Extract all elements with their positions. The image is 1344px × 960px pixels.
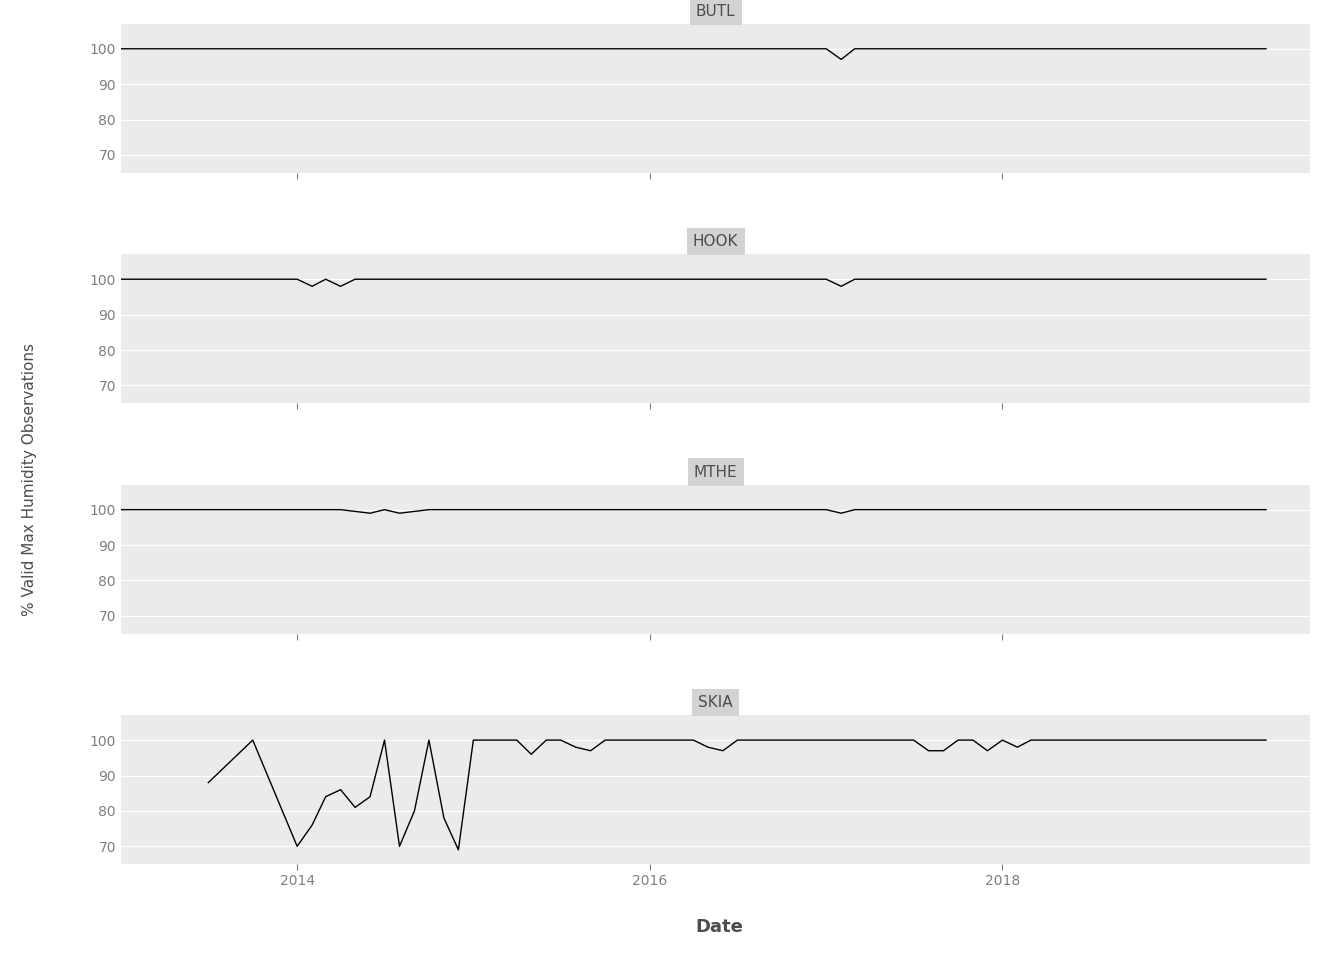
Title: MTHE: MTHE <box>694 465 738 480</box>
Text: Date: Date <box>695 918 743 936</box>
Text: % Valid Max Humidity Observations: % Valid Max Humidity Observations <box>22 344 38 616</box>
Title: BUTL: BUTL <box>696 4 735 18</box>
Title: SKIA: SKIA <box>699 695 732 710</box>
Title: HOOK: HOOK <box>694 234 738 249</box>
